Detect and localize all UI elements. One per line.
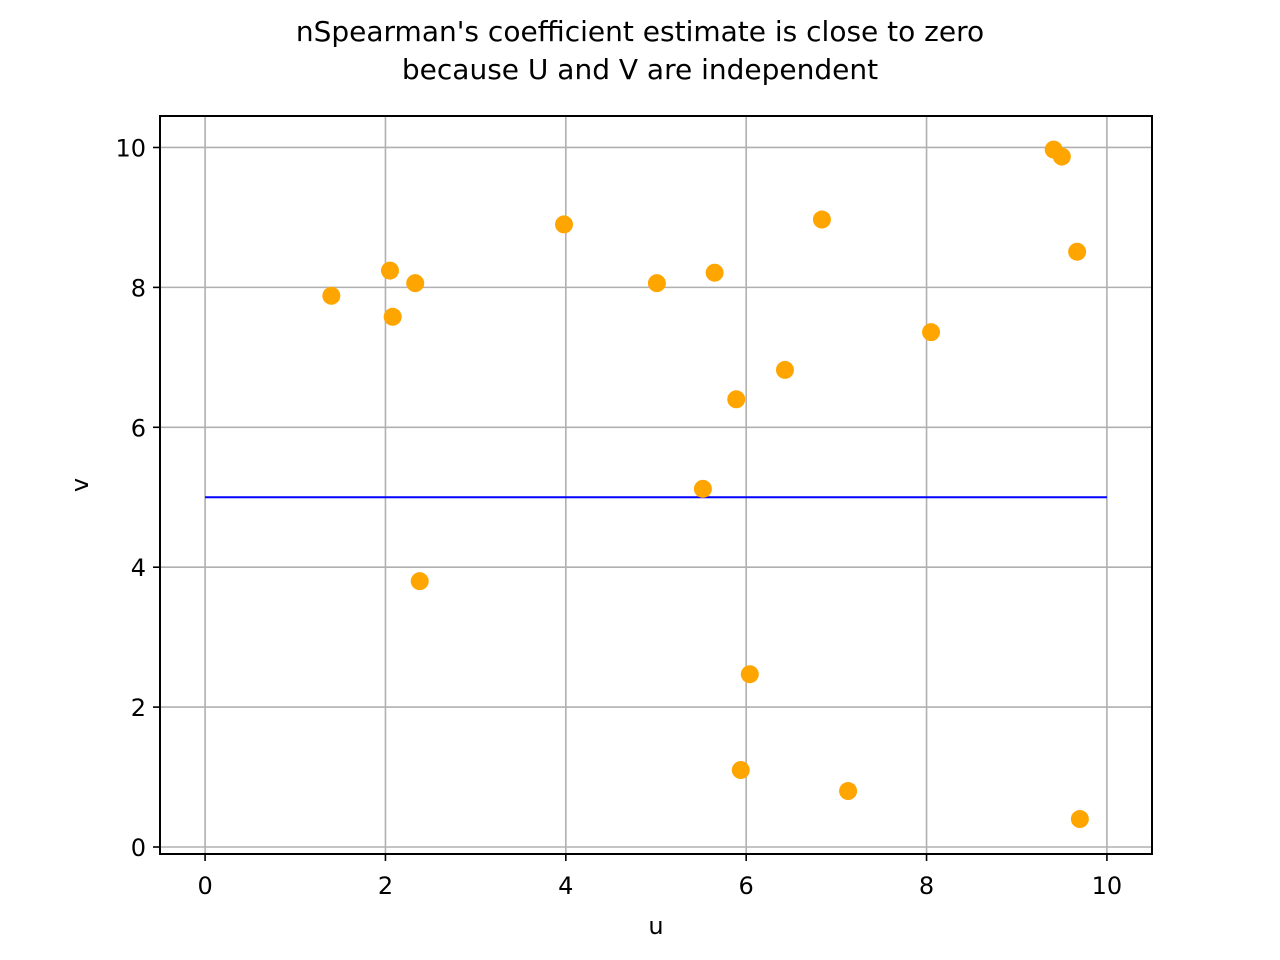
data-point [727, 390, 746, 409]
y-tick-label: 4 [131, 554, 146, 582]
plot-area-frame [159, 115, 1153, 855]
y-tick-label: 0 [131, 834, 146, 862]
data-point [775, 360, 794, 379]
y-tick-label: 6 [131, 414, 146, 442]
data-point [839, 782, 858, 801]
data-point [1052, 147, 1071, 166]
y-tick-label: 8 [131, 274, 146, 302]
x-tick-label: 0 [197, 872, 212, 900]
grid [160, 116, 1152, 854]
y-tick-label: 10 [115, 134, 146, 162]
x-tick-label: 2 [378, 872, 393, 900]
data-point [380, 261, 399, 280]
data-point [410, 572, 429, 591]
data-point [812, 210, 831, 229]
x-tick-label: 6 [739, 872, 754, 900]
data-point [555, 215, 574, 234]
data-point [1068, 242, 1087, 261]
data-point [406, 274, 425, 293]
data-point [705, 263, 724, 282]
y-tick-label: 2 [131, 694, 146, 722]
x-axis-label: u [648, 912, 663, 940]
data-point [731, 761, 750, 780]
x-tick-label: 4 [558, 872, 573, 900]
data-point [383, 307, 402, 326]
data-point [647, 274, 666, 293]
y-axis-label: v [66, 478, 94, 492]
data-point [1070, 810, 1089, 829]
data-point [922, 323, 941, 342]
data-point [740, 665, 759, 684]
data-point [693, 479, 712, 498]
x-tick-label: 10 [1092, 872, 1123, 900]
axis-ticks: 0 2 4 6 8 10 0 2 4 6 8 10 [115, 134, 1122, 900]
data-points [322, 140, 1089, 829]
chart-title-line-2: because U and V are independent [401, 53, 879, 86]
x-tick-label: 8 [919, 872, 934, 900]
chart-title-line-1: nSpearman's coefficient estimate is clos… [295, 15, 985, 48]
data-point [322, 286, 341, 305]
